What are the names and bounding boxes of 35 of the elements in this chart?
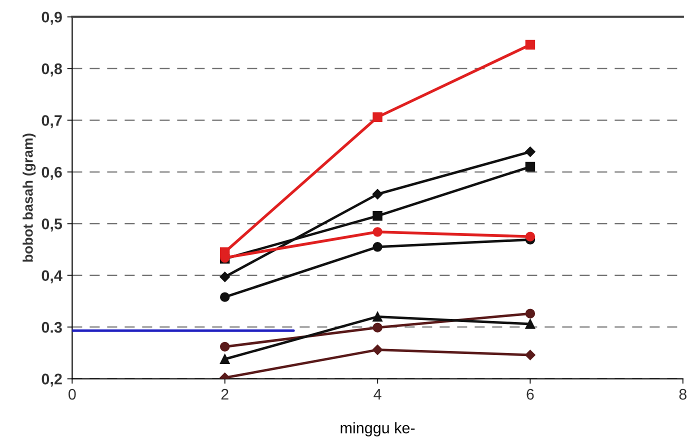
y-tick-label: 0,5 [42, 218, 62, 232]
point [525, 162, 536, 172]
y-axis-title: bobot basah (gram) [22, 134, 36, 262]
x-tick-label: 6 [526, 388, 534, 400]
x-axis-title: minggu ke- [340, 422, 415, 436]
x-tick-label: 4 [374, 389, 382, 400]
point [220, 292, 230, 302]
point [372, 344, 383, 355]
point [372, 227, 382, 237]
point [372, 112, 382, 122]
point [525, 232, 536, 242]
y-tick-label: 0,2 [42, 374, 62, 387]
y-tick-label: 0,7 [42, 115, 62, 128]
point [220, 272, 230, 282]
point [220, 342, 230, 352]
point [372, 211, 382, 221]
point [220, 354, 230, 364]
point [372, 242, 382, 252]
point [372, 312, 382, 322]
point [525, 146, 536, 157]
y-tick-label: 0,6 [42, 166, 62, 180]
y-tick-label: 0,4 [42, 270, 62, 284]
y-tick-label: 0,8 [42, 63, 62, 76]
y-tick-label: 0,9 [42, 12, 62, 25]
point [525, 350, 536, 360]
point [525, 308, 536, 318]
point [372, 322, 382, 332]
x-tick-label: 2 [221, 388, 228, 400]
point [525, 40, 536, 50]
point [220, 247, 230, 257]
point [525, 319, 536, 329]
x-tick-label: 8 [679, 388, 686, 400]
x-tick-label: 0 [68, 388, 76, 400]
y-tick-label: 0.3 [42, 322, 62, 333]
point [372, 189, 383, 200]
